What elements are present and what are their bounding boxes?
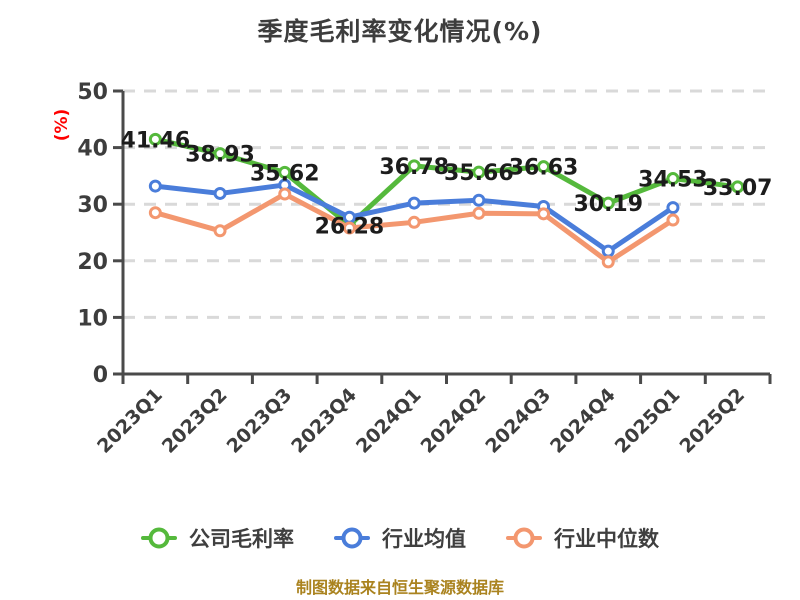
y-tick-label: 50: [77, 80, 108, 105]
data-point-label: 33.07: [703, 176, 773, 201]
data-point-marker: [407, 159, 421, 173]
data-point-marker: [472, 165, 486, 179]
data-point-marker: [278, 165, 292, 179]
data-point-label: 36.78: [379, 155, 449, 180]
y-tick-label: 10: [77, 306, 108, 331]
data-point-marker: [213, 186, 227, 200]
legend: 公司毛利率 行业均值 行业中位数: [0, 522, 800, 554]
chart-title: 季度毛利率变化情况(%): [257, 17, 543, 46]
x-tick-label: 2024Q1: [352, 384, 426, 458]
legend-item-industry-mean[interactable]: 行业均值: [334, 523, 466, 553]
data-point-marker: [278, 187, 292, 201]
y-tick-label: 0: [93, 363, 108, 388]
data-point-marker: [601, 244, 615, 258]
legend-label: 公司毛利率: [189, 527, 294, 551]
data-point-marker: [666, 213, 680, 227]
legend-label: 行业均值: [382, 527, 466, 551]
data-point-marker: [601, 255, 615, 269]
data-point-marker: [537, 207, 551, 221]
data-point-marker: [407, 215, 421, 229]
line-circle-marker-icon: [506, 527, 542, 549]
data-point-label: 30.19: [573, 192, 643, 217]
x-tick-label: 2024Q2: [417, 384, 491, 458]
data-point-marker: [342, 221, 356, 235]
data-point-label: 26.28: [315, 214, 385, 239]
data-point-marker: [148, 179, 162, 193]
data-point-label: 35.62: [250, 161, 320, 186]
legend-label: 行业中位数: [554, 527, 659, 551]
data-point-label: 35.66: [444, 161, 514, 186]
x-tick-label: 2025Q2: [675, 384, 749, 458]
data-point-marker: [148, 206, 162, 220]
data-point-marker: [666, 172, 680, 186]
data-point-marker: [213, 147, 227, 161]
x-tick-label: 2024Q3: [481, 384, 555, 458]
line-circle-marker-icon: [334, 527, 370, 549]
x-tick-label: 2023Q2: [158, 384, 232, 458]
data-point-label: 38.93: [185, 143, 255, 168]
legend-item-industry-median[interactable]: 行业中位数: [506, 523, 659, 553]
x-tick-label: 2023Q1: [93, 384, 167, 458]
data-point-marker: [472, 193, 486, 207]
data-source-note: 制图数据来自恒生聚源数据库: [295, 578, 504, 597]
y-tick-label: 40: [77, 137, 108, 162]
data-point-marker: [148, 132, 162, 146]
x-tick-label: 2024Q4: [546, 384, 620, 458]
data-point-marker: [731, 180, 745, 194]
x-tick-label: 2023Q3: [223, 384, 297, 458]
legend-item-company-gross-margin[interactable]: 公司毛利率: [141, 523, 294, 553]
series-line-0: [152, 136, 741, 228]
data-point-label: 41.46: [121, 128, 191, 153]
y-tick-label: 20: [77, 250, 108, 275]
data-point-marker: [537, 160, 551, 174]
x-tick-label: 2023Q4: [287, 384, 361, 458]
y-tick-label: 30: [77, 193, 108, 218]
data-point-marker: [472, 206, 486, 220]
x-tick-label: 2025Q1: [611, 384, 685, 458]
data-point-marker: [601, 196, 615, 210]
data-point-label: 34.53: [638, 168, 708, 193]
data-point-label: 36.63: [509, 156, 579, 181]
data-point-marker: [407, 196, 421, 210]
data-point-marker: [666, 201, 680, 215]
line-circle-marker-icon: [141, 527, 177, 549]
data-point-marker: [213, 224, 227, 238]
